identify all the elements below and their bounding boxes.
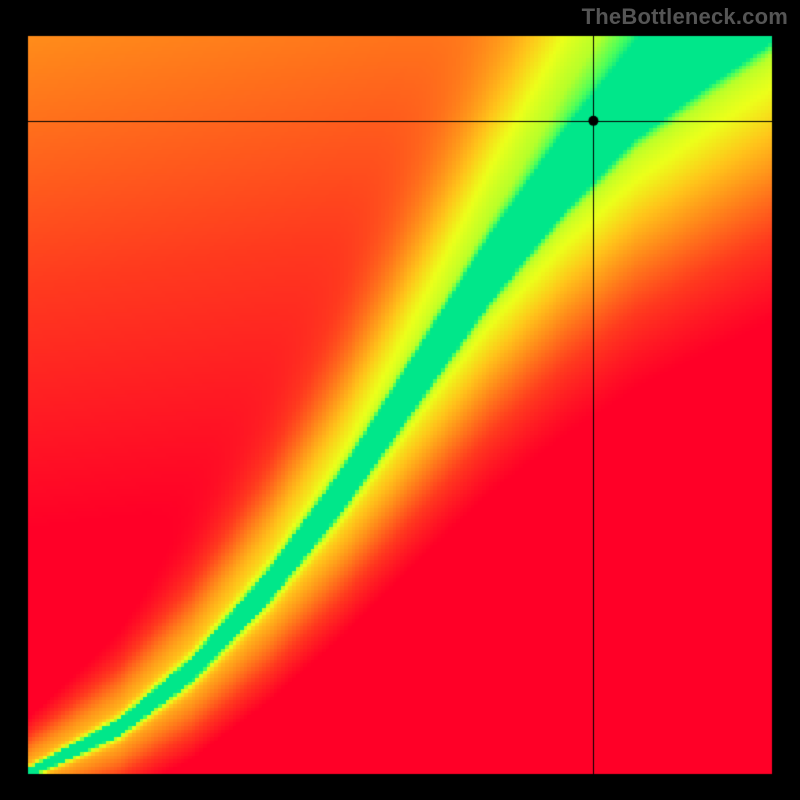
bottleneck-heatmap-canvas <box>0 0 800 800</box>
watermark-text: TheBottleneck.com <box>582 4 788 30</box>
chart-container: TheBottleneck.com <box>0 0 800 800</box>
